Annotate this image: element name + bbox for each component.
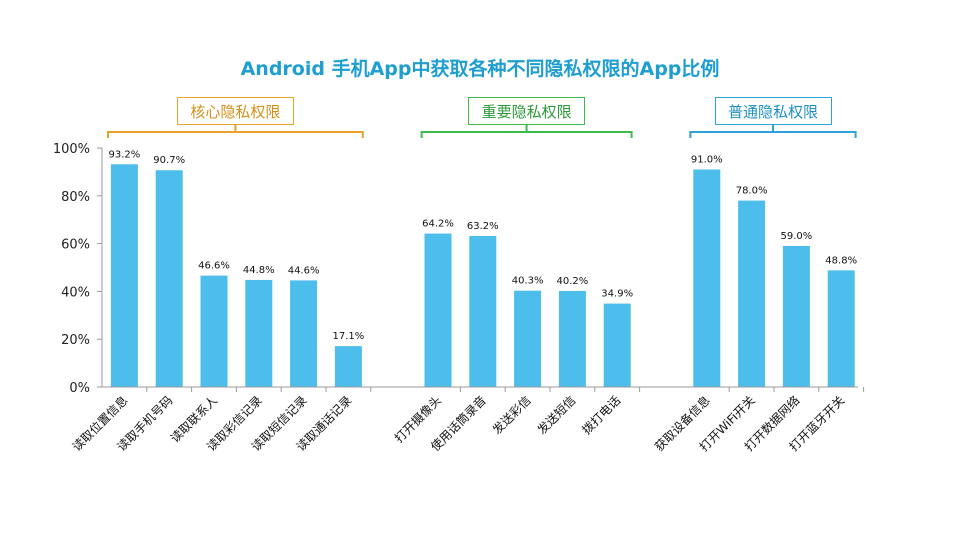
bar (469, 235, 497, 387)
bar (245, 279, 273, 387)
bar (782, 245, 810, 387)
data-label: 93.2% (109, 149, 141, 160)
data-label: 17.1% (333, 331, 365, 342)
bar (200, 275, 228, 387)
data-label: 48.8% (825, 255, 857, 266)
bar (290, 280, 318, 387)
data-label: 40.2% (557, 276, 589, 287)
data-label: 44.8% (243, 265, 275, 276)
group-label-core: 核心隐私权限 (176, 97, 294, 125)
group-label-important: 重要隐私权限 (468, 97, 586, 125)
data-label: 91.0% (691, 155, 723, 166)
x-tick-label: 发送短信 (534, 393, 579, 438)
bar (738, 200, 766, 387)
data-label: 64.2% (422, 219, 454, 230)
y-tick-label: 100% (53, 142, 90, 157)
bar (693, 169, 721, 387)
y-axis: 0% 20% 40% 60% 80% 100% (53, 142, 103, 396)
y-tick-label: 40% (61, 285, 90, 300)
bar (424, 233, 452, 387)
y-tick-label: 0% (69, 381, 90, 396)
x-tick-label: 发送彩信 (489, 393, 534, 438)
data-label: 46.6% (198, 261, 230, 272)
bar (110, 164, 138, 387)
bar (155, 170, 183, 387)
data-label: 44.6% (288, 265, 320, 276)
data-label: 34.9% (601, 289, 633, 300)
x-tick-label: 拨打电话 (579, 393, 623, 437)
bar (827, 270, 855, 387)
data-label: 40.3% (512, 276, 544, 287)
chart-title: Android 手机App中获取各种不同隐私权限的App比例 (240, 58, 720, 80)
data-label: 59.0% (781, 231, 813, 242)
group-bracket (420, 131, 633, 138)
data-label: 90.7% (153, 155, 185, 166)
group-bracket (689, 131, 857, 138)
data-label: 63.2% (467, 221, 499, 232)
data-label: 78.0% (736, 186, 768, 197)
bar (558, 290, 586, 387)
y-tick-label: 80% (61, 190, 90, 205)
bars: 93.2% 90.7% 46.6% 44.8% 44.6% 17.1% 64.2% 63.2%… (109, 149, 857, 387)
group-bracket (107, 131, 364, 138)
group-brackets (107, 125, 857, 138)
bar (334, 346, 362, 387)
y-tick-label: 20% (61, 333, 90, 348)
bar (603, 303, 631, 387)
group-label-normal: 普通隐私权限 (714, 97, 832, 125)
y-tick-label: 60% (61, 238, 90, 253)
bar (514, 290, 542, 387)
